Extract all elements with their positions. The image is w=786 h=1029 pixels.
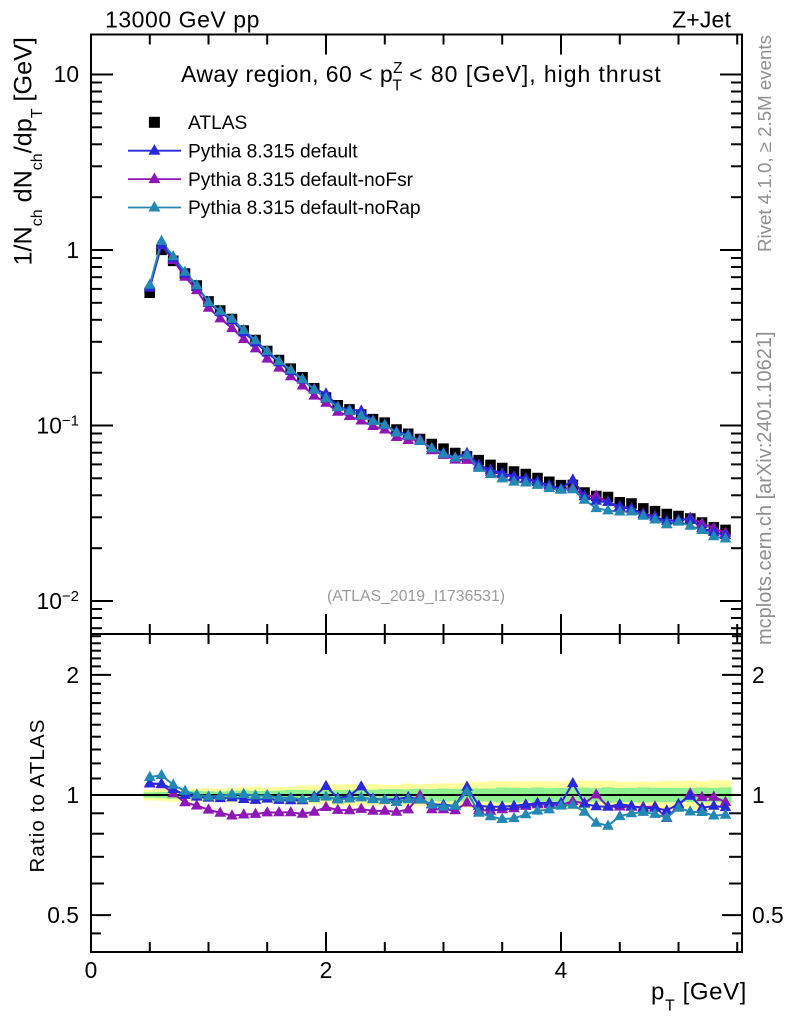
svg-text:mcplots.cern.ch [arXiv:2401.10: mcplots.cern.ch [arXiv:2401.10621] (754, 331, 776, 645)
svg-text:(ATLAS_2019_I1736531): (ATLAS_2019_I1736531) (327, 588, 505, 605)
svg-text:Pythia 8.315 default-noRap: Pythia 8.315 default-noRap (188, 198, 421, 219)
svg-text:1: 1 (66, 782, 79, 808)
svg-text:10−1: 10−1 (37, 413, 79, 439)
svg-text:ATLAS: ATLAS (188, 113, 247, 134)
svg-text:10: 10 (54, 61, 79, 87)
svg-text:Ratio to ATLAS: Ratio to ATLAS (26, 718, 49, 872)
svg-text:Z+Jet: Z+Jet (672, 7, 731, 33)
svg-text:Pythia 8.315 default-noFsr: Pythia 8.315 default-noFsr (188, 170, 414, 191)
svg-text:2: 2 (320, 957, 333, 983)
svg-text:1: 1 (66, 237, 79, 263)
svg-text:0.5: 0.5 (47, 902, 79, 928)
svg-text:13000 GeV pp: 13000 GeV pp (105, 7, 260, 33)
svg-text:4: 4 (555, 957, 568, 983)
svg-text:0.5: 0.5 (752, 902, 784, 928)
svg-text:2: 2 (752, 662, 765, 688)
svg-text:1/Nch dNch/dpT [GeV]: 1/Nch dNch/dpT [GeV] (10, 37, 46, 265)
svg-text:Rivet 4.1.0, ≥ 2.5M events: Rivet 4.1.0, ≥ 2.5M events (754, 35, 775, 252)
svg-text:1: 1 (752, 782, 765, 808)
svg-text:Away region, 60 < pZT < 80 [Ge: Away region, 60 < pZ T < 80 [GeV], high t… (181, 60, 662, 95)
svg-text:Pythia 8.315 default: Pythia 8.315 default (188, 141, 358, 162)
svg-text:2: 2 (66, 662, 79, 688)
svg-text:0: 0 (85, 957, 98, 983)
